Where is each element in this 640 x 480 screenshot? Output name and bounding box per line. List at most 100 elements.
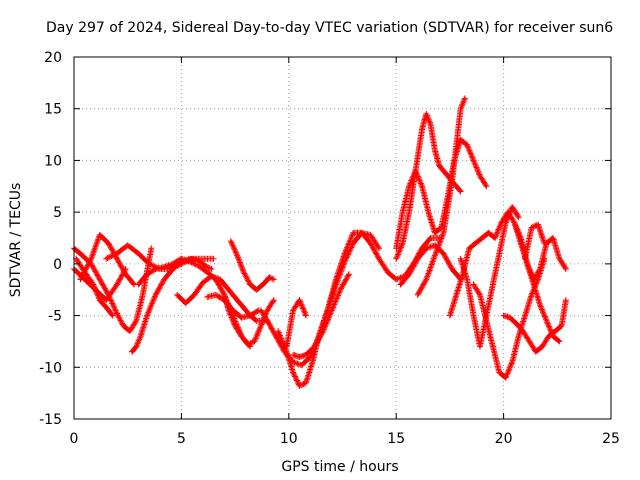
data-point bbox=[429, 123, 432, 126]
data-point bbox=[210, 268, 213, 270]
data-point bbox=[98, 278, 101, 281]
data-point bbox=[232, 309, 234, 312]
data-point bbox=[163, 266, 166, 268]
data-point bbox=[255, 288, 258, 291]
data-point bbox=[163, 278, 166, 281]
data-point bbox=[197, 259, 200, 262]
data-point bbox=[434, 232, 436, 234]
data-point bbox=[202, 257, 204, 260]
data-point bbox=[560, 325, 563, 327]
data-point bbox=[524, 257, 526, 260]
data-point bbox=[386, 271, 389, 273]
data-point bbox=[421, 128, 423, 131]
data-point bbox=[425, 278, 428, 281]
data-point bbox=[421, 247, 423, 250]
series-arc-22 bbox=[457, 204, 522, 350]
data-point bbox=[552, 335, 554, 338]
data-point bbox=[253, 340, 256, 343]
data-point bbox=[255, 319, 258, 322]
data-point bbox=[154, 268, 157, 270]
data-point bbox=[517, 216, 520, 219]
data-point bbox=[122, 325, 125, 327]
x-tick-labels: 0 5 10 15 20 25 bbox=[70, 431, 620, 447]
data-point bbox=[236, 254, 239, 257]
data-point bbox=[279, 340, 282, 343]
data-point bbox=[472, 159, 475, 162]
data-point bbox=[565, 299, 567, 301]
y-tick-label: 15 bbox=[44, 102, 62, 118]
data-point bbox=[292, 371, 294, 374]
data-point bbox=[565, 268, 567, 270]
data-point bbox=[537, 278, 539, 281]
data-point bbox=[472, 283, 475, 286]
data-point bbox=[272, 278, 275, 281]
data-point bbox=[292, 354, 294, 356]
data-point bbox=[479, 345, 481, 348]
y-tick-label: -15 bbox=[39, 412, 62, 428]
data-point bbox=[75, 257, 77, 260]
data-point bbox=[438, 164, 440, 167]
data-point bbox=[227, 309, 230, 312]
data-point bbox=[401, 211, 404, 213]
data-point bbox=[545, 319, 548, 322]
data-point bbox=[547, 335, 550, 338]
data-point bbox=[79, 278, 82, 281]
data-point bbox=[543, 242, 546, 244]
data-point bbox=[285, 345, 288, 348]
data-point bbox=[539, 304, 541, 307]
data-point bbox=[535, 350, 537, 353]
data-point bbox=[94, 288, 97, 291]
data-point bbox=[154, 294, 157, 296]
x-tick-label: 0 bbox=[70, 431, 79, 447]
data-point bbox=[369, 242, 372, 244]
data-point bbox=[442, 252, 445, 255]
data-point bbox=[511, 361, 513, 363]
axis-ticks bbox=[73, 56, 612, 420]
data-point bbox=[485, 185, 488, 188]
data-point bbox=[298, 356, 301, 358]
y-tick-label: 20 bbox=[44, 50, 62, 66]
data-point bbox=[408, 211, 410, 213]
y-tick-label: 10 bbox=[44, 153, 62, 169]
data-point bbox=[262, 283, 264, 286]
data-point bbox=[395, 257, 398, 260]
x-axis-label: GPS time / hours bbox=[281, 459, 398, 475]
data-point bbox=[126, 244, 129, 247]
data-point bbox=[492, 283, 494, 286]
data-point bbox=[500, 221, 503, 224]
data-point bbox=[449, 314, 451, 317]
data-point bbox=[219, 278, 221, 281]
data-point bbox=[305, 354, 307, 356]
data-point bbox=[455, 294, 458, 296]
series-arc-20 bbox=[397, 242, 464, 288]
data-point bbox=[468, 247, 471, 250]
data-point bbox=[427, 211, 430, 213]
data-point bbox=[137, 283, 140, 286]
data-point bbox=[343, 252, 346, 255]
data-point bbox=[116, 312, 118, 315]
y-tick-label: 5 bbox=[53, 205, 62, 221]
data-point bbox=[131, 350, 133, 353]
data-point bbox=[369, 234, 372, 236]
data-point bbox=[124, 268, 127, 270]
series-arc-19 bbox=[414, 95, 468, 298]
data-point bbox=[81, 254, 84, 257]
data-point bbox=[517, 335, 520, 338]
data-point bbox=[524, 314, 526, 317]
data-point bbox=[485, 319, 488, 322]
data-point bbox=[464, 97, 466, 100]
data-point bbox=[141, 294, 144, 296]
data-point bbox=[339, 288, 342, 291]
data-point bbox=[434, 254, 436, 257]
data-point bbox=[234, 325, 236, 327]
data-point bbox=[298, 385, 301, 387]
series-arc-10 bbox=[204, 291, 262, 321]
data-point bbox=[292, 309, 294, 312]
data-point bbox=[425, 113, 428, 115]
data-point bbox=[352, 232, 355, 234]
y-tick-label: -10 bbox=[39, 360, 62, 376]
data-point bbox=[552, 237, 554, 239]
data-point bbox=[434, 244, 436, 247]
data-point bbox=[502, 314, 505, 317]
data-point bbox=[172, 263, 174, 265]
